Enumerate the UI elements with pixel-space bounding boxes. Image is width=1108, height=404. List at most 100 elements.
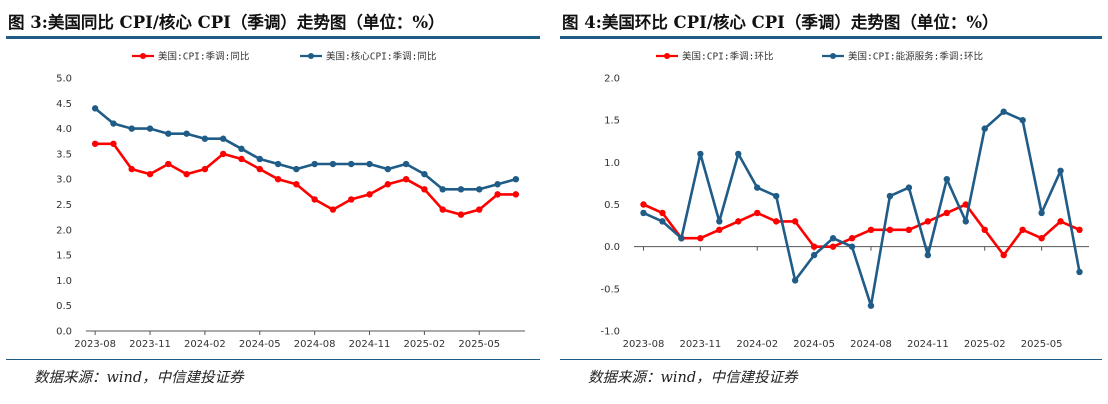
legend-swatch-marker bbox=[308, 53, 314, 59]
chart-title: 图 4:美国环比 CPI/核心 CPI（季调）走势图（单位：%） bbox=[562, 13, 999, 32]
data-point-2 bbox=[943, 176, 951, 183]
data-point-2 bbox=[678, 235, 685, 242]
data-point-1 bbox=[1057, 218, 1064, 225]
data-point-2 bbox=[329, 160, 337, 168]
legend-label: 美国:CPI:能源服务:季调:环比 bbox=[848, 51, 983, 63]
data-point-2 bbox=[640, 209, 647, 217]
data-point-1 bbox=[716, 226, 723, 233]
x-tick-label: 2024-11 bbox=[907, 339, 949, 350]
x-tick-label: 2024-08 bbox=[850, 339, 892, 350]
data-point-1 bbox=[659, 209, 666, 217]
data-point-2 bbox=[256, 155, 263, 163]
legend-swatch-marker bbox=[664, 53, 670, 59]
data-point-2 bbox=[659, 218, 666, 225]
data-point-1 bbox=[421, 186, 428, 193]
chart-panel-left: 图 3:美国同比 CPI/核心 CPI（季调）走势图（单位：%） 美国:CPI:… bbox=[0, 0, 546, 404]
data-point-2 bbox=[421, 170, 428, 178]
y-tick-label: 0.0 bbox=[604, 242, 620, 253]
data-point-1 bbox=[366, 191, 373, 198]
data-point-1 bbox=[165, 160, 172, 168]
data-point-1 bbox=[238, 155, 245, 163]
legend-label: 美国:核心CPI:季调:同比 bbox=[326, 51, 436, 63]
data-point-2 bbox=[165, 130, 172, 137]
y-tick-label: 0.0 bbox=[56, 327, 72, 338]
data-point-2 bbox=[110, 120, 117, 127]
data-point-2 bbox=[146, 125, 154, 132]
y-tick-label: 2.0 bbox=[604, 74, 620, 85]
data-point-1 bbox=[219, 150, 227, 158]
data-point-1 bbox=[1019, 226, 1026, 233]
data-point-1 bbox=[1000, 251, 1007, 259]
series-line-1 bbox=[642, 203, 1081, 257]
y-tick-label: 1.0 bbox=[56, 276, 72, 287]
data-point-2 bbox=[512, 176, 520, 183]
data-point-2 bbox=[829, 235, 837, 242]
source-note: 数据来源：wind，中信建投证券 bbox=[588, 370, 798, 386]
y-tick-label: -1.0 bbox=[600, 327, 620, 338]
x-tick-label: 2025-02 bbox=[964, 339, 1006, 350]
x-tick-label: 2025-05 bbox=[458, 339, 500, 350]
data-point-2 bbox=[439, 186, 446, 193]
series-line-2 bbox=[94, 107, 517, 191]
title-divider bbox=[560, 36, 1102, 39]
x-tick-label: 2025-02 bbox=[403, 339, 445, 350]
source-divider bbox=[6, 359, 540, 360]
x-tick-label: 2023-08 bbox=[623, 339, 665, 350]
data-point-2 bbox=[848, 243, 856, 250]
x-tick-label: 2023-08 bbox=[74, 339, 116, 350]
data-point-1 bbox=[457, 211, 465, 218]
x-tick-label: 2024-05 bbox=[793, 339, 835, 350]
legend-label: 美国:CPI:季调:环比 bbox=[682, 51, 773, 63]
data-point-1 bbox=[1038, 235, 1045, 242]
data-point-1 bbox=[829, 243, 837, 250]
y-tick-label: 2.5 bbox=[56, 200, 72, 211]
data-point-2 bbox=[754, 184, 761, 191]
x-tick-label: 2025-05 bbox=[1021, 339, 1063, 350]
y-tick-label: 0.5 bbox=[604, 200, 620, 211]
data-point-2 bbox=[962, 218, 969, 225]
y-tick-label: 4.5 bbox=[56, 99, 72, 110]
data-point-1 bbox=[772, 218, 780, 225]
data-point-1 bbox=[494, 191, 501, 198]
chart-title: 图 3:美国同比 CPI/核心 CPI（季调）走势图（单位：%） bbox=[8, 13, 445, 32]
data-point-2 bbox=[494, 181, 501, 188]
data-point-1 bbox=[867, 226, 875, 233]
y-tick-label: 0.5 bbox=[56, 301, 72, 312]
legend-swatch-marker bbox=[140, 53, 146, 59]
data-point-1 bbox=[943, 209, 951, 217]
data-point-1 bbox=[962, 201, 969, 208]
data-point-1 bbox=[91, 140, 99, 147]
data-point-2 bbox=[91, 105, 99, 112]
data-point-2 bbox=[128, 125, 135, 132]
data-point-1 bbox=[924, 218, 932, 225]
data-point-2 bbox=[457, 186, 465, 193]
data-point-1 bbox=[402, 176, 410, 183]
data-point-1 bbox=[886, 226, 894, 233]
title-divider bbox=[6, 36, 540, 39]
data-point-1 bbox=[146, 170, 154, 178]
data-point-1 bbox=[384, 181, 392, 188]
data-point-2 bbox=[1019, 116, 1026, 124]
y-tick-label: 3.5 bbox=[56, 149, 72, 160]
data-point-2 bbox=[886, 192, 894, 200]
x-tick-label: 2023-11 bbox=[129, 339, 171, 350]
data-point-1 bbox=[110, 140, 117, 147]
data-point-2 bbox=[293, 165, 300, 173]
data-point-2 bbox=[238, 145, 245, 153]
data-point-1 bbox=[848, 235, 856, 242]
series-line-2 bbox=[642, 110, 1081, 308]
data-point-2 bbox=[716, 218, 723, 225]
chart-panel-right: 图 4:美国环比 CPI/核心 CPI（季调）走势图（单位：%） 美国:CPI:… bbox=[554, 0, 1108, 404]
data-point-1 bbox=[512, 191, 520, 198]
series-line-1 bbox=[95, 142, 516, 216]
y-tick-label: 1.5 bbox=[604, 116, 620, 127]
x-tick-label: 2024-08 bbox=[294, 339, 336, 350]
y-tick-label: 1.5 bbox=[56, 251, 72, 262]
data-point-2 bbox=[402, 160, 410, 168]
data-point-2 bbox=[348, 160, 355, 168]
data-point-1 bbox=[735, 218, 742, 225]
data-point-2 bbox=[1057, 167, 1064, 174]
data-point-2 bbox=[735, 150, 742, 158]
x-tick-label: 2024-02 bbox=[184, 339, 226, 350]
y-tick-label: 2.0 bbox=[56, 225, 72, 236]
